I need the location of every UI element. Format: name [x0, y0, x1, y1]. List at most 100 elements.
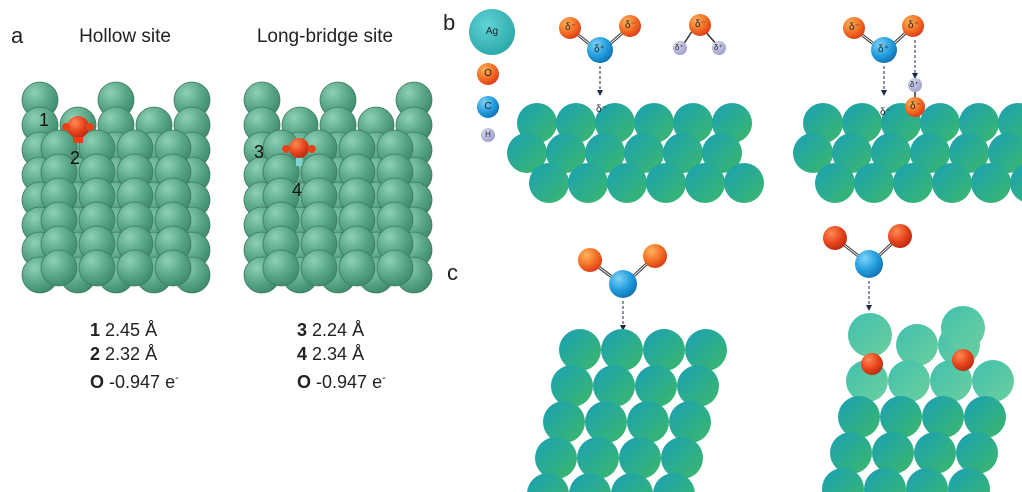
site-number-3: 3 [254, 142, 265, 162]
hollow-bond-left [62, 123, 70, 131]
silver-atom [793, 133, 833, 173]
silver-atom [972, 360, 1014, 402]
hollow-site-title: Hollow site [79, 26, 171, 47]
hollow-site-adsorbate [62, 116, 94, 143]
hollow-measurement-row: O -0.947 e- [90, 372, 179, 392]
silver-atom [932, 163, 972, 203]
silver-atom [643, 329, 685, 371]
b-left-c [587, 37, 613, 63]
charge-delta-minus: δ⁻ [596, 104, 607, 115]
b-left-water-o [689, 14, 711, 36]
c-left-o2 [643, 244, 667, 268]
legend-c-atom [477, 96, 499, 118]
silver-atom [568, 163, 608, 203]
bridge-bond-vertical [296, 152, 302, 166]
silver-atom [685, 163, 725, 203]
charge-delta-plus: δ⁺ [594, 44, 605, 55]
long-bridge-site-slab [243, 81, 433, 294]
silver-atom [78, 249, 116, 287]
b-right-o1 [843, 17, 865, 39]
silver-atom [830, 432, 872, 474]
charge-delta-minus: δ⁻ [695, 19, 706, 30]
silver-atom [569, 473, 611, 492]
embedded-oxygen-atom [861, 353, 883, 375]
b-right-adsorbed-o [905, 97, 925, 117]
silver-atom [677, 365, 719, 407]
panel-b-right-slab [793, 103, 1022, 203]
silver-atom [910, 133, 950, 173]
silver-atom [880, 396, 922, 438]
c-right-o1 [823, 226, 847, 250]
b-right-h [908, 78, 922, 92]
legend-o-atom [477, 63, 499, 85]
silver-atom [702, 133, 742, 173]
silver-atom [154, 249, 192, 287]
charge-delta-plus: δ⁺ [910, 80, 919, 89]
silver-atom [888, 360, 930, 402]
silver-atom [593, 365, 635, 407]
silver-atom [619, 437, 661, 479]
b-left-o2 [619, 15, 641, 37]
charge-delta-minus: δ⁻ [908, 20, 919, 31]
silver-atom [535, 437, 577, 479]
silver-atom [685, 329, 727, 371]
charge-delta-minus: δ⁻ [565, 22, 576, 33]
panel-label-b: b [443, 10, 456, 35]
silver-atom [922, 396, 964, 438]
panel-label-c: c [447, 260, 458, 285]
long-bridge-site-title: Long-bridge site [256, 26, 394, 47]
silver-atom [611, 473, 653, 492]
silver-atom [376, 249, 414, 287]
bridge-oxygen-atom [289, 138, 309, 158]
hollow-oxygen-atom [67, 116, 89, 138]
b-left-water-h2 [712, 41, 726, 55]
silver-atom [338, 249, 376, 287]
silver-atom [585, 133, 625, 173]
b-left-water-h1 [673, 41, 687, 55]
silver-atom [871, 133, 911, 173]
silver-atom [988, 133, 1022, 173]
silver-atom [546, 133, 586, 173]
silver-atom [529, 163, 569, 203]
panel-c-left-slab [527, 329, 727, 492]
silver-atom [585, 401, 627, 443]
bridge-measurement-row: 4 2.34 Å [297, 344, 365, 364]
silver-atom [624, 133, 664, 173]
silver-atom [627, 401, 669, 443]
bridge-measurement-row: O -0.947 e- [297, 372, 386, 392]
panel-c-right-molecule [823, 224, 912, 311]
silver-atom [914, 432, 956, 474]
silver-atom [854, 163, 894, 203]
silver-atom [262, 249, 300, 287]
silver-atom [116, 249, 154, 287]
hollow-measurement-row: 2 2.32 Å [90, 344, 158, 364]
charge-delta-plus: δ⁺ [714, 43, 723, 52]
silver-atom [832, 133, 872, 173]
silver-atom [872, 432, 914, 474]
charge-delta-minus: δ⁻ [849, 22, 860, 33]
silver-atom [906, 468, 948, 492]
silver-atom [971, 163, 1011, 203]
charge-delta-minus: δ⁻ [880, 107, 891, 118]
legend-ag-atom [469, 9, 515, 55]
silver-atom [815, 163, 855, 203]
charge-delta-plus: δ⁺ [878, 44, 889, 55]
panel-c-right-slab [822, 306, 1014, 492]
silver-atom [661, 437, 703, 479]
silver-atom [948, 468, 990, 492]
c-right-o2 [888, 224, 912, 248]
charge-delta-minus: δ⁻ [910, 101, 921, 112]
silver-atom [543, 401, 585, 443]
bridge-measurements: 3 2.24 Å 4 2.34 Å O -0.947 e- [297, 318, 386, 394]
silver-atom [941, 306, 985, 350]
silver-atom [956, 432, 998, 474]
legend-h-atom [481, 128, 495, 142]
silver-atom [507, 133, 547, 173]
b-right-c [871, 37, 897, 63]
silver-atom [848, 313, 892, 357]
silver-atom [822, 468, 864, 492]
b-right-o2 [902, 15, 924, 37]
panel-label-a: a [11, 23, 24, 48]
bridge-bond-right [308, 145, 316, 153]
